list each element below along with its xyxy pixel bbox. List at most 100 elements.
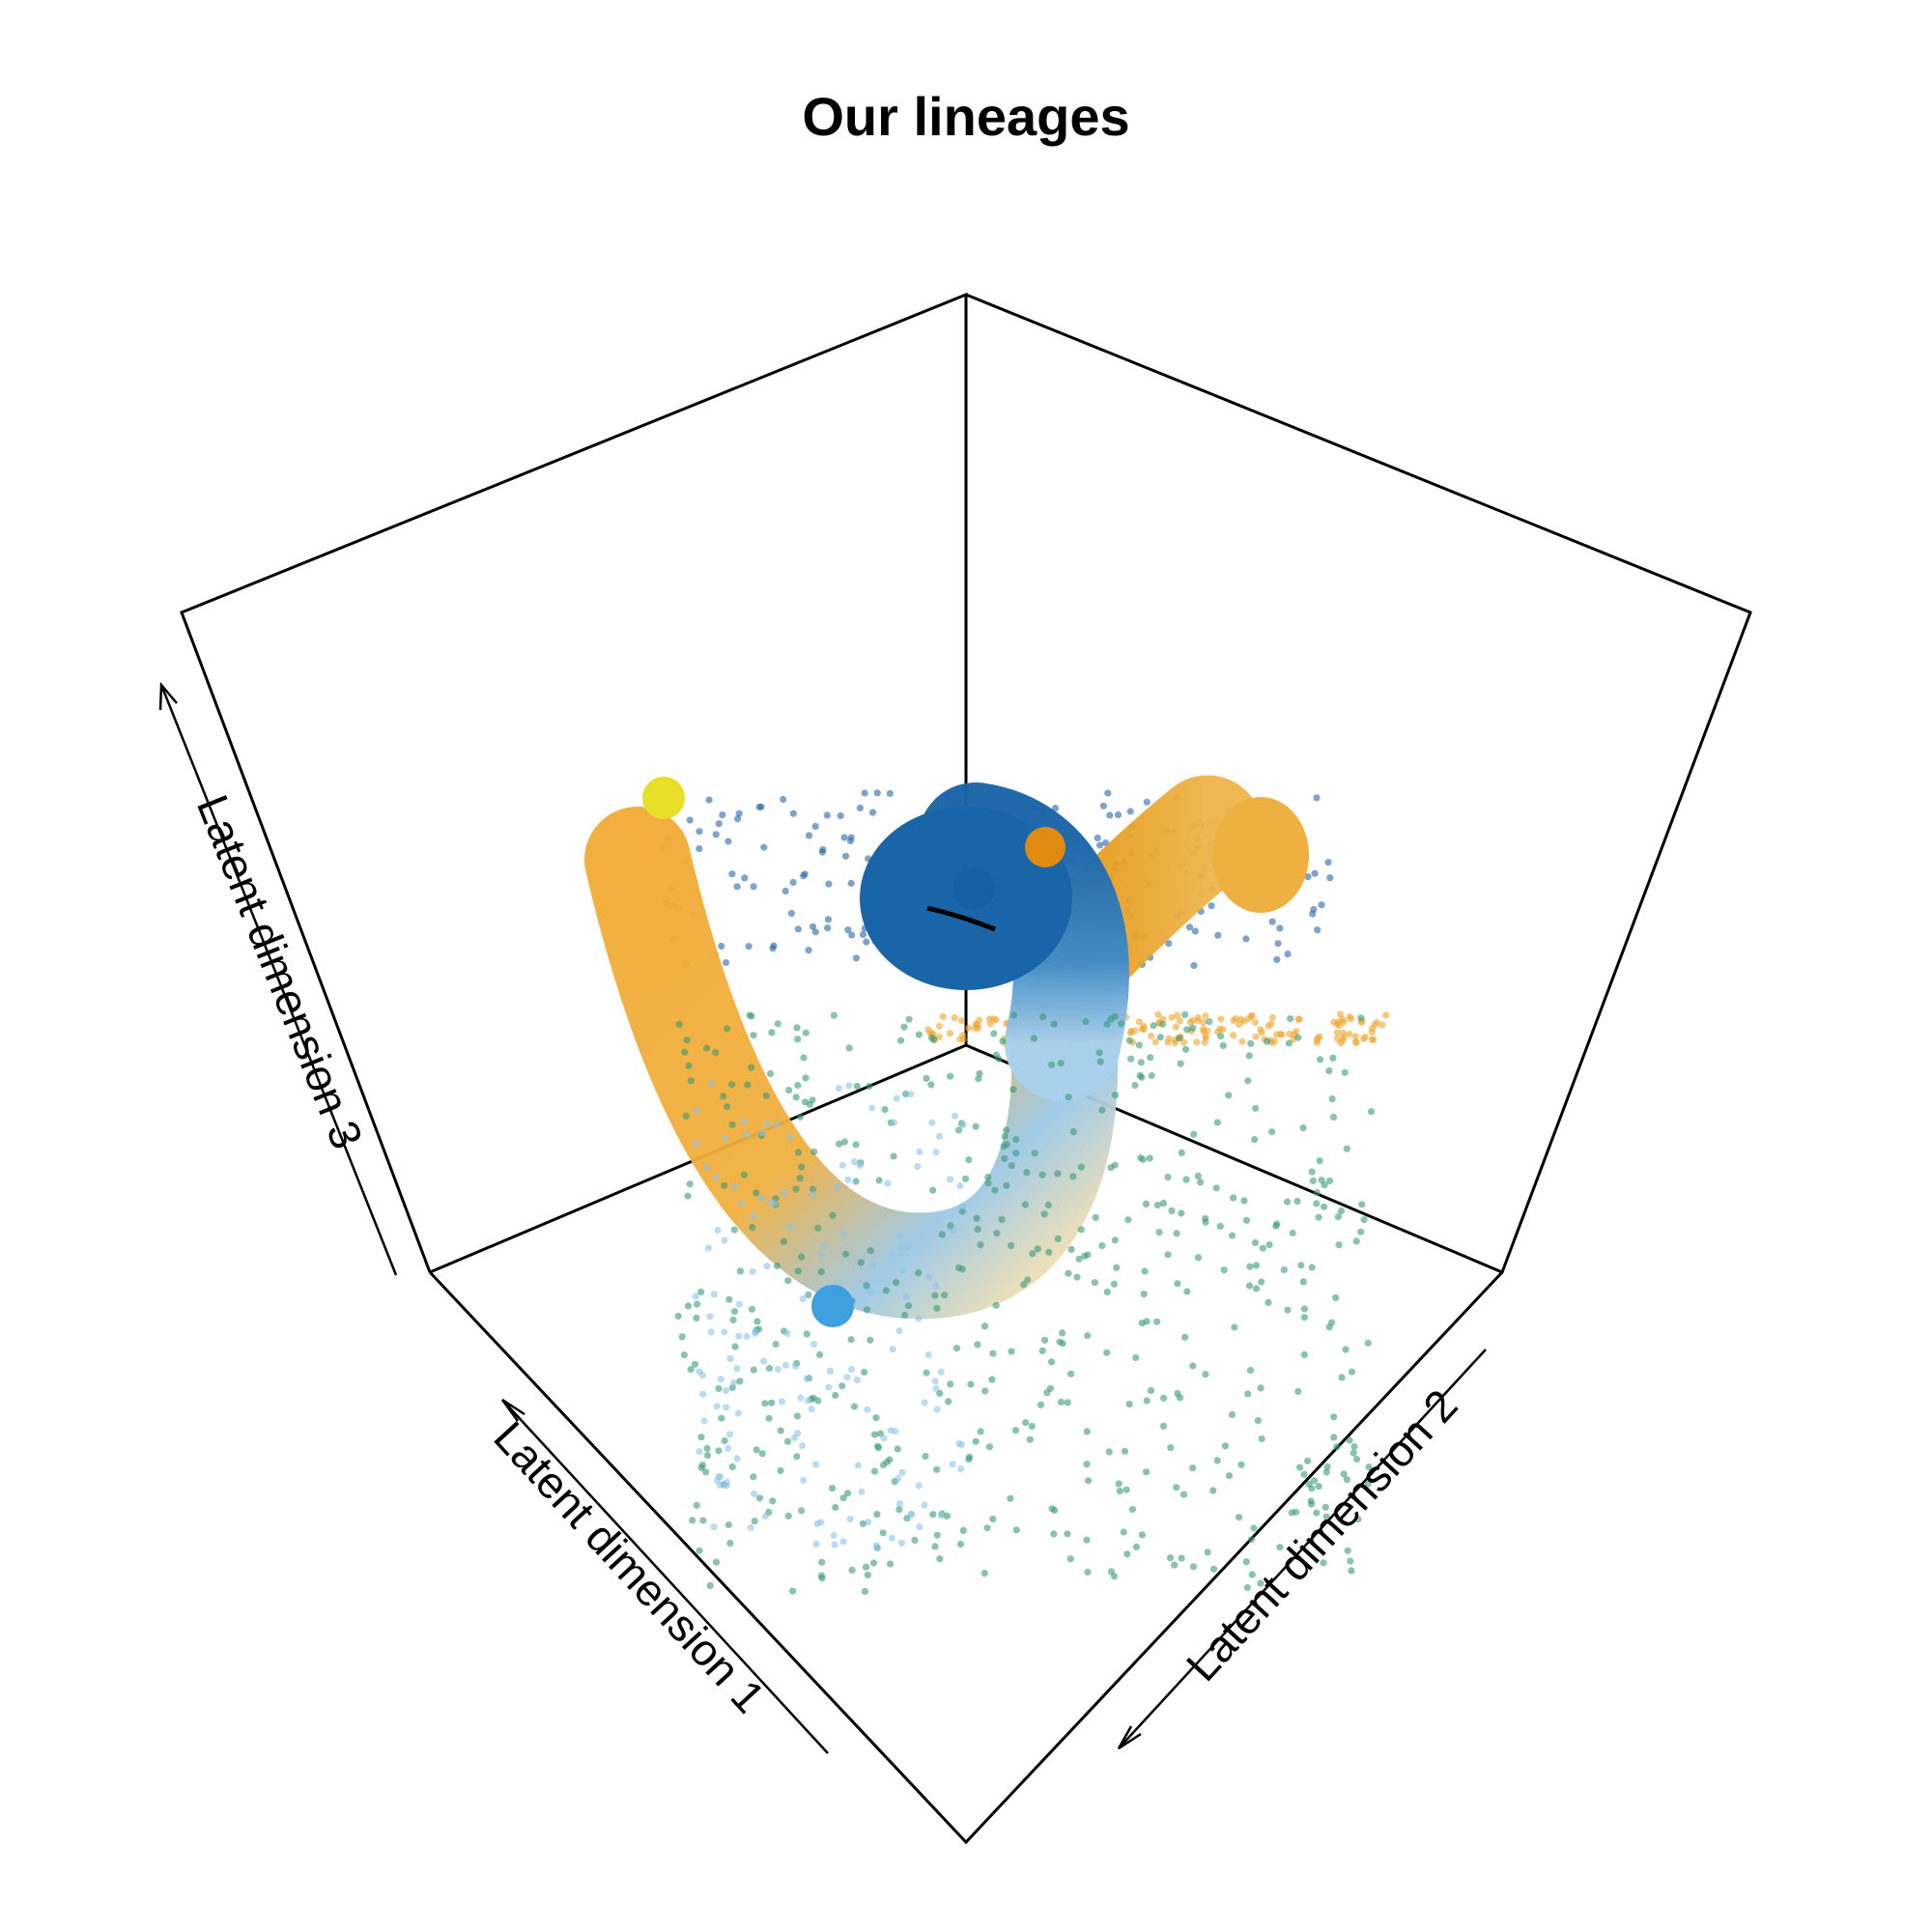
data-point: [875, 1177, 883, 1184]
data-point: [1054, 1235, 1062, 1242]
data-point: [1258, 1435, 1265, 1443]
data-point: [1057, 1398, 1065, 1406]
data-point: [1334, 1213, 1342, 1221]
data-point: [786, 1223, 795, 1231]
data-point: [1148, 1071, 1155, 1080]
data-point: [1059, 1329, 1066, 1337]
data-point: [1164, 1251, 1172, 1259]
data-point: [696, 1547, 703, 1554]
data-point: [907, 1091, 915, 1098]
data-point: [1083, 1428, 1091, 1435]
data-point: [783, 1329, 791, 1337]
data-point: [840, 834, 848, 841]
data-point: [1208, 902, 1215, 910]
data-point: [712, 831, 720, 838]
data-point: [733, 883, 741, 891]
data-point: [1167, 1554, 1175, 1562]
cluster-center-1: [642, 777, 685, 819]
data-point: [1310, 905, 1318, 914]
data-point: [719, 811, 726, 819]
data-point: [1292, 1508, 1300, 1516]
data-point: [1315, 1213, 1322, 1221]
data-point: [976, 1069, 983, 1077]
data-point: [1122, 1486, 1130, 1493]
data-point: [1200, 1019, 1208, 1027]
data-point: [1297, 1262, 1305, 1269]
data-point: [1280, 1265, 1288, 1274]
data-point: [829, 1485, 837, 1492]
data-point: [748, 1305, 756, 1313]
data-point: [1135, 1018, 1143, 1026]
data-point: [1171, 1561, 1179, 1569]
axis-z-label: Latent dimension 3: [187, 788, 373, 1155]
data-point: [1358, 1201, 1366, 1208]
data-point: [1194, 1017, 1202, 1025]
box-frame: [180, 292, 1752, 1845]
data-point: [1067, 1245, 1075, 1253]
data-point: [749, 1267, 756, 1275]
axis-z: Latent dimension 3: [158, 681, 398, 1276]
data-point: [1160, 1422, 1168, 1430]
data-point: [1003, 1181, 1010, 1189]
data-point: [769, 1497, 777, 1505]
data-point: [872, 1542, 880, 1549]
data-point: [1012, 1526, 1020, 1534]
data-point: [900, 1311, 909, 1319]
data-point: [817, 1519, 825, 1526]
data-point: [1159, 1020, 1167, 1028]
data-point: [1155, 1229, 1163, 1236]
data-point: [847, 879, 855, 888]
data-point: [1274, 940, 1282, 948]
data-point: [835, 1085, 843, 1093]
data-point: [1048, 1061, 1056, 1068]
data-point: [958, 1203, 967, 1210]
data-point: [1067, 1370, 1075, 1378]
data-point: [781, 887, 789, 895]
data-point: [1284, 951, 1292, 958]
data-point: [1050, 1530, 1058, 1538]
data-point: [809, 923, 817, 930]
data-point: [746, 1011, 753, 1019]
data-point: [951, 1014, 958, 1022]
data-point: [1115, 1480, 1122, 1488]
data-point: [936, 1389, 944, 1397]
data-point: [957, 1017, 966, 1025]
data-point: [985, 1443, 993, 1451]
data-point: [929, 1511, 937, 1519]
data-point: [1021, 1201, 1029, 1208]
data-point: [753, 1189, 760, 1197]
data-point: [984, 1179, 992, 1187]
axis-x-arrowhead: [500, 1398, 526, 1422]
data-point: [1159, 1200, 1168, 1208]
data-point: [867, 1336, 874, 1344]
data-point: [687, 1366, 695, 1374]
data-point: [778, 1398, 786, 1406]
data-point: [728, 870, 736, 878]
data-point: [959, 1122, 967, 1129]
data-point: [1202, 1012, 1209, 1020]
data-point: [758, 1450, 766, 1458]
data-point: [1285, 1039, 1293, 1047]
data-point: [713, 1403, 721, 1410]
data-point: [951, 1112, 959, 1120]
data-point: [1329, 1054, 1337, 1062]
data-point: [957, 1465, 965, 1473]
data-point: [1351, 1033, 1359, 1040]
data-point: [796, 1175, 804, 1182]
data-point: [696, 845, 703, 853]
axis-z-arrow-line: [159, 684, 398, 1276]
data-point: [977, 1241, 984, 1249]
data-point: [932, 1149, 940, 1156]
data-point: [1268, 1013, 1276, 1021]
data-point: [1347, 1015, 1355, 1023]
data-point: [1321, 1181, 1328, 1189]
data-point: [744, 1081, 752, 1089]
data-point: [751, 1518, 758, 1525]
data-point: [1003, 1126, 1010, 1134]
data-point: [765, 1414, 773, 1422]
data-point: [870, 1431, 879, 1438]
data-point: [958, 1265, 967, 1273]
data-point: [1336, 1010, 1345, 1018]
data-point: [1321, 1203, 1328, 1210]
data-point: [1126, 808, 1134, 815]
